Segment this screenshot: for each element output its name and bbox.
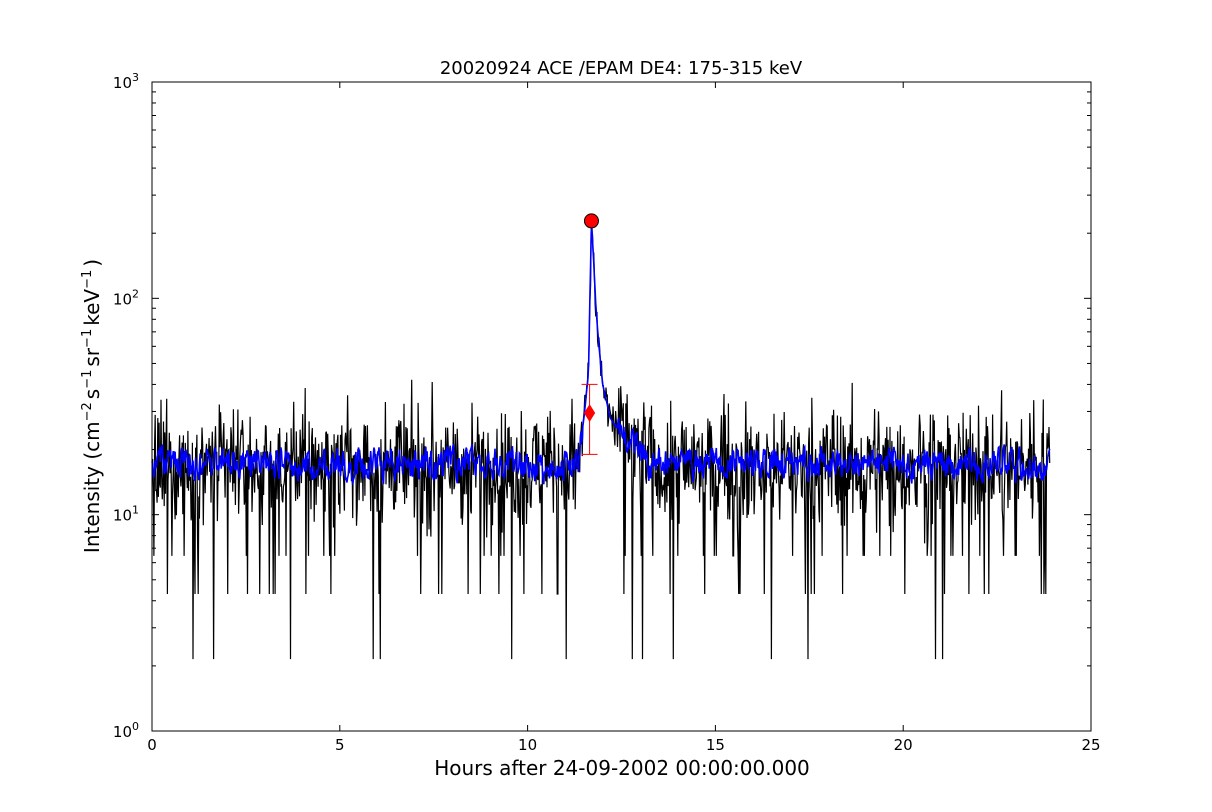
y-axis-label: Intensity (cm−2s−1sr−1keV−1) (80, 259, 104, 553)
y-tick-label: 101 (113, 504, 139, 525)
x-tick-label: 20 (894, 736, 913, 754)
y-tick-label: 103 (113, 71, 139, 92)
axes-frame (151, 81, 1092, 732)
onset-diamond-marker (583, 404, 596, 422)
x-tick-label: 25 (1081, 736, 1100, 754)
x-tick-label: 5 (335, 736, 345, 754)
y-label-exp-kev: −1 (80, 270, 95, 289)
axis-ticks: 0 5 10 15 20 25 100 101 102 103 (113, 71, 1101, 754)
plot-area (151, 213, 1051, 660)
y-label-exp-s: −1 (80, 370, 95, 389)
x-tick-label: 15 (706, 736, 725, 754)
y-label-exp-sr: −1 (80, 329, 95, 348)
series-smoothed-line (151, 228, 1051, 485)
y-tick-label: 102 (113, 287, 139, 308)
peak-circle-marker (583, 213, 599, 229)
y-label-prefix: Intensity (cm (80, 421, 104, 553)
y-label-s: s (80, 389, 104, 399)
x-tick-label: 0 (147, 736, 157, 754)
y-label-suffix: ) (80, 259, 104, 267)
y-label-kev: keV (80, 289, 104, 326)
chart-title: 20020924 ACE /EPAM DE4: 175-315 keV (440, 58, 803, 79)
x-tick-label: 10 (518, 736, 537, 754)
x-axis-label: Hours after 24-09-2002 00:00:00.000 (434, 756, 810, 780)
y-label-sr: sr (80, 347, 104, 366)
y-label-exp-cm: −2 (80, 402, 95, 421)
y-tick-label: 100 (113, 720, 139, 741)
